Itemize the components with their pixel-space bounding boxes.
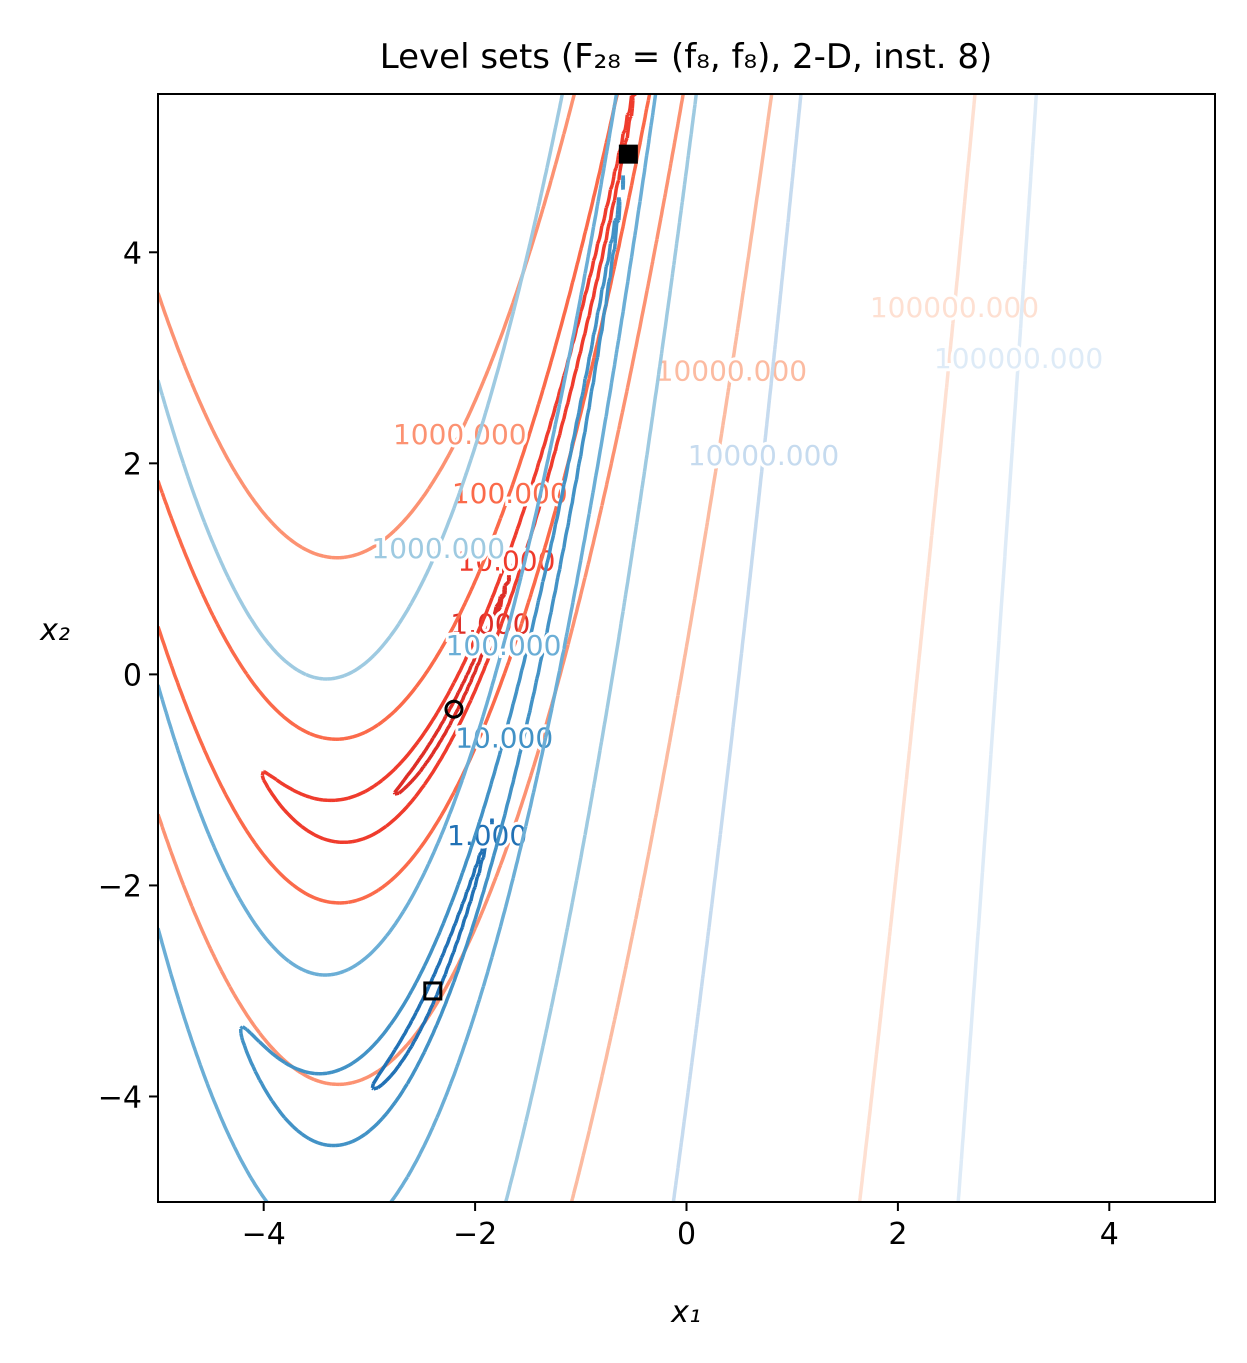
- contour-label: 10000.000: [656, 354, 807, 387]
- y-tick-label: −4: [98, 1080, 142, 1115]
- contour-label: 100000.000: [870, 291, 1039, 324]
- chart-title: Level sets (F₂₈ = (f₈, f₈), 2-D, inst. 8…: [380, 37, 992, 77]
- x-tick-label: −2: [453, 1217, 497, 1252]
- contour-layer: 1.000 10.000 100.000 1000.000 10000.000 10000…: [158, 94, 1106, 1202]
- contour-line: [238, 175, 626, 1148]
- contour-line: [158, 94, 699, 1202]
- contour-label: 1.000: [447, 819, 527, 852]
- contour-line: [392, 563, 515, 796]
- contour-label: 1000.000: [393, 418, 527, 451]
- y-tick-label: 4: [123, 236, 142, 271]
- y-tick-label: 0: [123, 658, 142, 693]
- x-tick-label: −4: [242, 1217, 286, 1252]
- contour-label: 100.000: [452, 477, 568, 510]
- contour-line: [158, 94, 658, 1202]
- y-tick-label: −2: [98, 869, 142, 904]
- marker-square: [423, 981, 443, 1001]
- contour-label: 10000.000: [688, 439, 839, 472]
- contour-label: 10.000: [455, 722, 553, 755]
- contour-line: [671, 94, 803, 1202]
- contour-label: 1000.000: [371, 532, 505, 565]
- x-tick-label: 4: [1100, 1217, 1119, 1252]
- x-tick-label: 0: [677, 1217, 696, 1252]
- contour-label: 100000.000: [934, 342, 1103, 375]
- contour-line: [158, 94, 685, 1087]
- contour-line: [260, 94, 637, 845]
- marker-square: [618, 144, 638, 164]
- x-tick-label: 2: [888, 1217, 907, 1252]
- contour-line: [956, 94, 1039, 1202]
- y-axis-label: x₂: [39, 613, 70, 648]
- y-tick-label: 2: [123, 447, 142, 482]
- marker-circle: [444, 699, 464, 719]
- contour-label: 100.000: [446, 629, 562, 662]
- x-axis-label: x₁: [670, 1295, 701, 1330]
- contour-line: [569, 94, 774, 1202]
